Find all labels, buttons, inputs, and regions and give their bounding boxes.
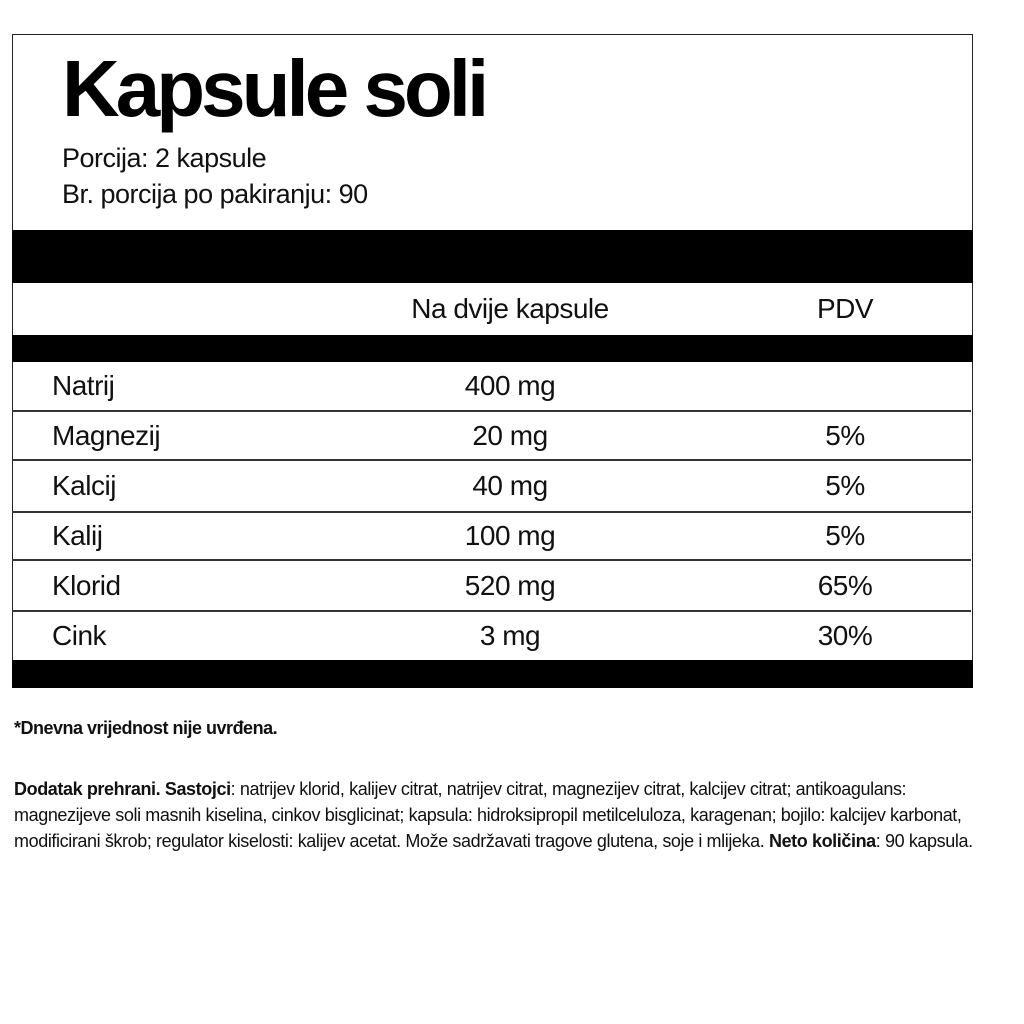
header-amount: Na dvije kapsule <box>411 293 609 324</box>
table-row: Natrij 400 mg <box>12 362 971 412</box>
net-quantity-label: Neto količina <box>768 831 876 851</box>
nutrient-pdv: 5% <box>825 520 865 551</box>
footnote: *Dnevna vrijednost nije uvrđena. <box>14 718 278 738</box>
nutrient-pdv: 5% <box>825 470 865 501</box>
table-row: Cink 3 mg 30% <box>12 612 971 660</box>
nutrient-name: Klorid <box>52 569 121 601</box>
table-row: Kalcij 40 mg 5% <box>12 461 971 513</box>
divider-band <box>12 660 973 688</box>
nutrient-name: Cink <box>52 620 107 651</box>
nutrient-amount: 3 mg <box>479 620 541 651</box>
nutrient-name: Kalij <box>52 520 103 551</box>
nutrient-amount: 40 mg <box>472 470 548 501</box>
nutrient-amount: 400 mg <box>464 370 556 401</box>
net-quantity-value: : 90 kapsula. <box>875 831 973 851</box>
ingredients-lead: Dodatak prehrani. Sastojci <box>14 779 231 799</box>
table-row: Klorid 520 mg 65% <box>12 561 971 612</box>
nutrient-name: Kalcij <box>52 470 116 501</box>
table-row: Kalij 100 mg 5% <box>12 513 971 561</box>
nutrient-amount: 100 mg <box>464 520 556 551</box>
nutrient-name: Magnezij <box>52 419 161 451</box>
divider-band <box>12 230 973 283</box>
table-header: Na dvije kapsule PDV <box>12 283 971 335</box>
divider-band <box>12 335 973 362</box>
ingredients-list: : natrijev klorid, kalijev citrat, natri… <box>14 779 962 851</box>
serving-size: Porcija: 2 kapsule <box>62 143 267 173</box>
nutrient-pdv: 5% <box>825 419 865 451</box>
nutrient-amount: 520 mg <box>464 569 556 601</box>
nutrient-amount: 20 mg <box>472 419 548 451</box>
table-row: Magnezij 20 mg 5% <box>12 412 971 461</box>
ingredients-text: Dodatak prehrani. Sastojci: natrijev klo… <box>14 776 974 854</box>
nutrient-name: Natrij <box>52 370 115 401</box>
nutrient-pdv: 30% <box>817 620 873 651</box>
product-title: Kapsule soli <box>62 44 489 133</box>
servings-per-pack: Br. porcija po pakiranju: 90 <box>62 179 368 209</box>
nutrient-pdv: 65% <box>817 569 873 601</box>
header-pdv: PDV <box>816 293 874 324</box>
